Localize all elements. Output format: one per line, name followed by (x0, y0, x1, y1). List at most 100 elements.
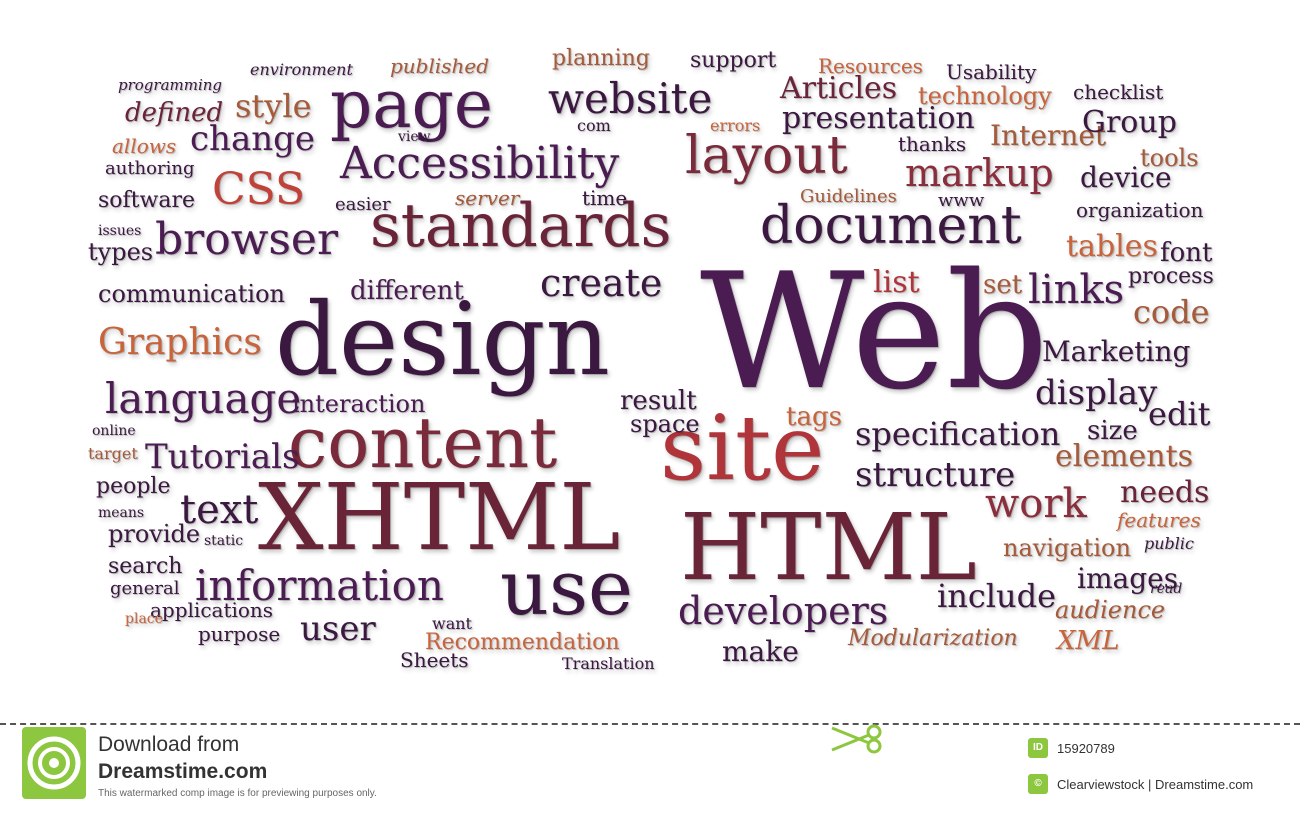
word-published: published (390, 54, 490, 78)
word-css: CSS (212, 164, 306, 215)
word-size: size (1087, 416, 1138, 446)
word-process: process (1128, 264, 1214, 289)
word-web: Web (700, 238, 1049, 425)
word-space: space (630, 410, 700, 438)
cut-line-divider (0, 723, 1300, 725)
word-public: public (1144, 534, 1194, 553)
word-read: read (1150, 581, 1183, 597)
word-group: Group (1082, 105, 1177, 140)
scissors-icon (831, 724, 882, 754)
word-organization: organization (1076, 198, 1204, 222)
download-from-text: Download from (98, 733, 240, 756)
word-device: device (1080, 161, 1172, 194)
word-font: font (1160, 238, 1213, 268)
word-view: view (398, 129, 431, 145)
word-markup: markup (905, 151, 1054, 195)
word-issues: issues (98, 223, 142, 239)
dreamstime-spiral-icon (27, 736, 81, 790)
word-language: language (105, 374, 302, 423)
word-provide: provide (108, 520, 201, 548)
word-authoring: authoring (105, 158, 195, 179)
word-developers: developers (678, 589, 889, 633)
word-needs: needs (1120, 475, 1210, 510)
word-communication: communication (98, 280, 285, 308)
word-website: website (548, 74, 713, 123)
word-create: create (540, 261, 663, 305)
word-tags: tags (786, 402, 842, 432)
word-people: people (96, 474, 171, 499)
word-standards: standards (370, 191, 672, 261)
word-applications: applications (150, 598, 274, 622)
image-credit: Clearviewstock | Dreamstime.com (1057, 777, 1254, 792)
word-interaction: interaction (292, 390, 426, 418)
word-sheets: Sheets (400, 648, 469, 672)
word-search: search (108, 554, 183, 579)
word-translation: Translation (562, 654, 655, 673)
word-articles: Articles (780, 71, 898, 106)
word-server: server (455, 186, 520, 210)
word-allows: allows (112, 134, 177, 158)
word-cloud: Web design XHTML HTML site content use s… (88, 46, 1214, 673)
word-different: different (350, 276, 464, 306)
word-time: time (582, 186, 628, 210)
word-code: code (1133, 293, 1210, 331)
word-resources: Resources (818, 54, 923, 78)
word-purpose: purpose (198, 622, 281, 646)
word-programming: programming (118, 76, 223, 94)
word-technology: technology (918, 82, 1052, 110)
id-badge: ID (1028, 738, 1048, 758)
copyright-badge: © (1028, 774, 1048, 794)
word-audience: audience (1055, 596, 1166, 624)
word-general: general (110, 578, 180, 599)
word-errors: errors (710, 116, 761, 135)
word-make: make (722, 635, 799, 668)
word-planning: planning (552, 46, 650, 71)
word-design: design (275, 281, 610, 398)
word-accessibility: Accessibility (340, 138, 620, 189)
word-page: page (330, 66, 493, 143)
word-edit: edit (1148, 395, 1211, 433)
word-marketing: Marketing (1042, 335, 1191, 368)
word-com: com (577, 116, 611, 135)
word-target: target (88, 444, 138, 463)
word-xhtml: XHTML (258, 464, 621, 571)
word-style: style (235, 87, 312, 125)
word-want: want (432, 614, 472, 633)
word-elements: elements (1055, 439, 1194, 474)
word-tools: tools (1140, 144, 1199, 172)
word-xml: XML (1057, 626, 1120, 656)
word-layout: layout (685, 126, 848, 186)
word-easier: easier (335, 194, 391, 215)
word-work: work (985, 481, 1087, 527)
word-tutorials: Tutorials (145, 437, 300, 477)
word-site: site (660, 396, 825, 501)
word-result: result (620, 386, 697, 416)
image-id: 15920789 (1057, 741, 1115, 756)
word-user: user (300, 609, 376, 649)
word-checklist: checklist (1073, 80, 1164, 104)
word-images: images (1077, 562, 1179, 595)
word-set: set (983, 270, 1023, 300)
word-support: support (690, 48, 777, 73)
word-specification: specification (855, 415, 1061, 453)
word-place: place (125, 611, 163, 627)
word-text: text (180, 487, 259, 533)
word-software: software (98, 188, 196, 213)
word-tables: tables (1066, 229, 1158, 264)
word-include: include (937, 577, 1057, 615)
word-links: links (1028, 267, 1125, 313)
word-list: list (873, 265, 920, 300)
word-modularization: Modularization (848, 626, 1018, 651)
word-environment: environment (250, 60, 353, 79)
word-document: document (760, 196, 1022, 256)
word-content: content (288, 402, 558, 484)
word-online: online (92, 423, 136, 439)
word-navigation: navigation (1003, 534, 1131, 562)
word-usability: Usability (946, 60, 1037, 84)
word-display: display (1035, 373, 1158, 413)
word-information: information (195, 561, 444, 610)
watermark-notice: This watermarked comp image is for previ… (98, 788, 377, 799)
word-html: HTML (680, 494, 977, 601)
word-defined: defined (125, 98, 224, 128)
word-internet: Internet (990, 119, 1107, 152)
